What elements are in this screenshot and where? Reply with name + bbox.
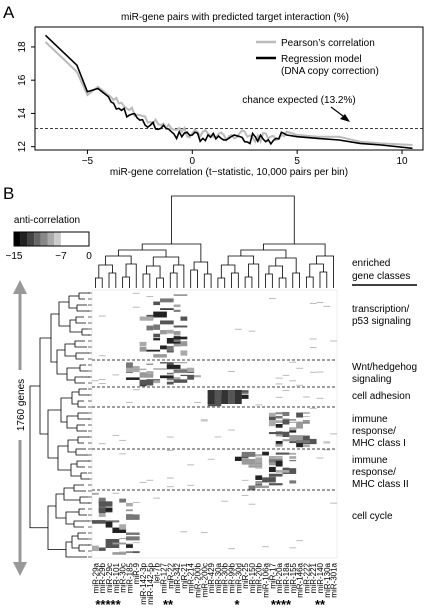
class-dividers bbox=[92, 359, 337, 491]
mirna-label: miR-106a bbox=[262, 562, 271, 597]
mirna-label: miR-146a bbox=[296, 562, 305, 597]
mirna-label: miR-155 bbox=[289, 562, 298, 593]
y-tick-label: 12 bbox=[17, 141, 28, 153]
mirna-label: let-7b bbox=[153, 562, 162, 583]
mirna-label: miR-214 bbox=[187, 562, 196, 593]
annotation-arrow-head bbox=[340, 114, 350, 122]
panel-b-letter: B bbox=[3, 184, 14, 203]
enriched-header-1: enriched bbox=[352, 258, 390, 269]
mirna-label: miR-142-3p bbox=[139, 562, 148, 604]
mirna-label: miR-18a bbox=[282, 562, 291, 593]
mirna-label: miR-185 bbox=[125, 562, 134, 593]
stars-group-1: ***** bbox=[95, 597, 121, 609]
stars-group-2: ** bbox=[163, 597, 174, 609]
x-tick-label: 5 bbox=[294, 156, 300, 167]
series-regression-line bbox=[44, 34, 413, 150]
mirna-label: miR-20a bbox=[275, 562, 284, 593]
chance-annotation: chance expected (13.2%) bbox=[242, 95, 355, 106]
class-label-wnt: Wnt/hedgehog signaling bbox=[352, 362, 420, 385]
mirna-label: miR-200b bbox=[193, 562, 202, 597]
mirna-label: miR-29a bbox=[91, 562, 100, 593]
colorbar-title: anti-correlation bbox=[14, 215, 80, 226]
colorbar-tick-max: 0 bbox=[86, 251, 92, 262]
legend-regression-note: (DNA copy correction) bbox=[281, 66, 379, 77]
panel-a-title: miR-gene pairs with predicted target int… bbox=[121, 12, 349, 23]
x-tick-label: 0 bbox=[190, 156, 196, 167]
mirna-label: miR-342 bbox=[173, 562, 182, 593]
mirna-label: miR-101 bbox=[112, 562, 121, 593]
mirna-label: miR-221 bbox=[309, 562, 318, 593]
gene-count-arrow-down bbox=[13, 562, 27, 576]
series-pearson-line bbox=[44, 41, 413, 146]
class-label-mhc-1: immune response/ MHC class I bbox=[352, 414, 406, 449]
stars-group-3: * bbox=[234, 597, 240, 609]
x-axis-label: miR-gene correlation (t−statistic, 10,00… bbox=[110, 167, 348, 178]
gene-count-arrow-up bbox=[13, 280, 27, 294]
mirna-label: miR-99b bbox=[228, 562, 237, 593]
enriched-header-2: gene classes bbox=[352, 271, 410, 282]
mirna-label: miR-142-5p bbox=[146, 562, 155, 604]
gene-count-label-bg bbox=[12, 370, 28, 440]
column-dendrogram bbox=[95, 195, 334, 288]
mirna-label: miR-140 bbox=[316, 562, 325, 593]
mirna-label: miR-21 bbox=[180, 562, 189, 588]
gene-count-label: 1760 genes bbox=[16, 379, 27, 431]
class-label-mhc-2: immune response/ MHC class II bbox=[352, 455, 409, 490]
colorbar-tick-mid: −7 bbox=[55, 251, 67, 262]
class-label-cell-cycle: cell cycle bbox=[352, 511, 393, 522]
colorbar bbox=[13, 231, 90, 247]
y-tick-label: 16 bbox=[17, 74, 28, 86]
mirna-label: miR-25 bbox=[241, 562, 250, 588]
mirna-label: miR-222 bbox=[302, 562, 311, 593]
x-tick-labels: −5 0 5 10 bbox=[82, 156, 408, 167]
mirna-label: miR-30b bbox=[221, 562, 230, 593]
axis-ticks bbox=[31, 46, 403, 154]
y-tick-label: 14 bbox=[17, 107, 28, 119]
mirna-label: miR-29b bbox=[98, 562, 107, 593]
mirna-label: miR-22 bbox=[166, 562, 175, 588]
mirna-label: miR-150 bbox=[248, 562, 257, 593]
mirna-label: miR-301a bbox=[330, 562, 339, 597]
class-label-transcription: transcription/ p53 signaling bbox=[352, 304, 412, 327]
mirna-label: miR-130a bbox=[323, 562, 332, 597]
mirna-label: miR-30d bbox=[234, 563, 243, 593]
legend-pearson: Pearson’s correlation bbox=[281, 38, 375, 49]
stars-group-4: **** bbox=[271, 597, 292, 609]
mirna-label: miR-20b bbox=[255, 562, 264, 593]
mirna-label: miR-127 bbox=[159, 562, 168, 593]
mirna-label: miR-200c bbox=[200, 563, 209, 597]
mirna-label: miR-17 bbox=[268, 562, 277, 588]
y-tick-label: 18 bbox=[17, 41, 28, 53]
plot-frame bbox=[34, 26, 424, 151]
heatmap-cells bbox=[92, 292, 337, 555]
mirna-label: miR-30a bbox=[214, 562, 223, 593]
class-label-cell-adhesion: cell adhesion bbox=[352, 391, 410, 402]
mirna-label: miR-30c bbox=[119, 563, 128, 593]
mirna-label: miR-29c bbox=[105, 563, 114, 593]
row-dendrogram bbox=[29, 292, 92, 558]
x-tick-label: −5 bbox=[82, 156, 94, 167]
x-tick-label: 10 bbox=[396, 156, 408, 167]
colorbar-tick-min: −15 bbox=[6, 251, 23, 262]
mirna-label: miR-429 bbox=[207, 562, 216, 593]
panel-a-letter: A bbox=[3, 3, 15, 22]
mirna-labels: miR-29amiR-29bmiR-29cmiR-101miR-30cmiR-1… bbox=[91, 562, 338, 604]
y-tick-labels: 12 14 16 18 bbox=[17, 41, 28, 152]
stars-group-5: ** bbox=[315, 597, 326, 609]
legend-regression: Regression model bbox=[281, 54, 362, 65]
mirna-label: miR-9 bbox=[132, 562, 141, 584]
